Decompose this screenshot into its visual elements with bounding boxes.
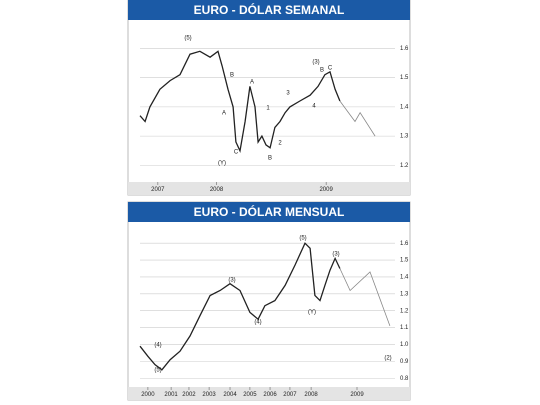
x-tick-label: 2000	[141, 392, 155, 398]
x-tick-label: 2004	[223, 392, 237, 398]
price-line	[139, 242, 341, 371]
wave-label: A	[222, 111, 226, 117]
header	[128, 202, 410, 222]
wave-label: B	[268, 156, 272, 162]
y-tick-label: 0.8	[400, 376, 409, 382]
wave-label: (Y)	[218, 161, 226, 167]
price-line	[339, 268, 391, 327]
wave-label: C	[234, 150, 239, 156]
wave-label: 2	[278, 141, 282, 147]
wave-label: B	[230, 73, 234, 79]
wave-label: (2)	[384, 356, 391, 362]
y-tick-label: 1.2	[400, 308, 409, 314]
y-tick-label: 0.9	[400, 359, 409, 365]
y-tick-label: 1.4	[400, 104, 409, 110]
y-tick-label: 1.4	[400, 275, 409, 281]
header	[128, 0, 410, 20]
wave-label: (4)	[254, 320, 261, 326]
wave-label: 1	[266, 106, 270, 112]
x-tick-label: 2005	[243, 392, 257, 398]
y-tick-label: 1.5	[400, 258, 409, 264]
panel	[127, 0, 411, 196]
y-tick-label: 1.1	[400, 325, 409, 331]
x-tick-label: 2009	[319, 187, 333, 193]
wave-label: (Y)	[308, 310, 316, 316]
wave-label: (4)	[154, 343, 161, 349]
wave-label: 3	[286, 91, 290, 97]
x-tick-label: 2007	[151, 187, 165, 193]
x-tick-label: 2003	[202, 392, 216, 398]
wave-label: A	[250, 80, 254, 86]
wave-label: B	[320, 68, 324, 74]
wave-label: (3)	[228, 278, 235, 284]
y-tick-label: 1.6	[400, 241, 409, 247]
y-tick-label: 1.3	[400, 134, 409, 140]
x-tick-label: 2006	[263, 392, 277, 398]
x-axis-strip	[128, 387, 410, 400]
panel	[127, 201, 411, 401]
y-tick-label: 1.0	[400, 342, 409, 348]
x-tick-label: 2008	[210, 187, 224, 193]
wave-label: (3)	[332, 252, 339, 258]
wave-label: C	[328, 66, 333, 72]
y-tick-label: 1.5	[400, 75, 409, 81]
x-tick-label: 2001	[164, 392, 178, 398]
chart-title: EURO - DÓLAR SEMANAL	[194, 2, 345, 17]
x-tick-label: 2009	[350, 392, 364, 398]
x-axis-strip	[128, 182, 410, 195]
wave-label: 4	[312, 104, 316, 110]
wave-label: (5)	[154, 368, 161, 374]
x-tick-label: 2002	[182, 392, 196, 398]
x-tick-label: 2007	[283, 392, 297, 398]
y-tick-label: 1.2	[400, 163, 409, 169]
chart-title: EURO - DÓLAR MENSUAL	[194, 204, 345, 219]
wave-label: (5)	[299, 236, 306, 242]
x-tick-label: 2008	[304, 392, 318, 398]
price-line	[339, 100, 376, 137]
price-line	[139, 50, 341, 153]
wave-label: (3)	[312, 60, 319, 66]
y-tick-label: 1.6	[400, 46, 409, 52]
wave-label: (5)	[184, 36, 191, 42]
y-tick-label: 1.3	[400, 291, 409, 297]
